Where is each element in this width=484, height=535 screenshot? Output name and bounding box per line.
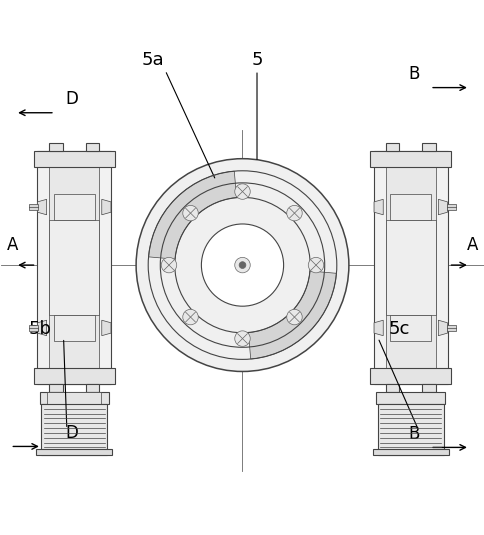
Bar bbox=[390, 194, 430, 220]
Polygon shape bbox=[438, 200, 447, 215]
Bar bbox=[49, 384, 62, 392]
Bar bbox=[377, 404, 443, 455]
Polygon shape bbox=[37, 320, 46, 335]
Bar bbox=[54, 194, 94, 220]
Bar bbox=[47, 392, 101, 404]
Circle shape bbox=[239, 262, 245, 269]
Bar bbox=[376, 392, 444, 404]
Text: 5a: 5a bbox=[141, 51, 164, 69]
Polygon shape bbox=[438, 320, 447, 335]
Text: A: A bbox=[7, 236, 18, 255]
Circle shape bbox=[308, 257, 323, 273]
Bar bbox=[86, 143, 99, 151]
Bar bbox=[33, 151, 115, 167]
Bar bbox=[446, 325, 455, 331]
Bar bbox=[369, 368, 451, 384]
Bar bbox=[49, 151, 99, 384]
Text: 5c: 5c bbox=[388, 319, 409, 338]
Text: D: D bbox=[66, 424, 78, 441]
Circle shape bbox=[286, 205, 302, 221]
Circle shape bbox=[234, 257, 250, 273]
Text: B: B bbox=[408, 65, 419, 83]
Bar bbox=[369, 151, 451, 167]
Bar bbox=[372, 449, 448, 455]
Bar bbox=[422, 384, 435, 392]
Text: A: A bbox=[466, 236, 477, 255]
Bar bbox=[385, 384, 398, 392]
Circle shape bbox=[182, 205, 198, 221]
Bar bbox=[49, 143, 62, 151]
Text: 5: 5 bbox=[251, 51, 262, 69]
Bar bbox=[37, 151, 111, 384]
Circle shape bbox=[201, 224, 283, 306]
Text: D: D bbox=[66, 90, 78, 108]
Circle shape bbox=[136, 159, 348, 371]
Circle shape bbox=[286, 309, 302, 325]
Bar bbox=[373, 151, 447, 384]
Bar bbox=[86, 384, 99, 392]
Text: B: B bbox=[408, 425, 419, 442]
Polygon shape bbox=[373, 200, 382, 215]
Polygon shape bbox=[102, 200, 111, 215]
Bar bbox=[422, 143, 435, 151]
Text: 5b: 5b bbox=[29, 319, 52, 338]
Bar bbox=[29, 204, 38, 210]
Polygon shape bbox=[148, 171, 236, 259]
Circle shape bbox=[182, 309, 198, 325]
Bar bbox=[446, 204, 455, 210]
Circle shape bbox=[234, 184, 250, 200]
Bar bbox=[40, 392, 108, 404]
Polygon shape bbox=[37, 200, 46, 215]
Bar bbox=[385, 220, 435, 315]
Bar bbox=[385, 143, 398, 151]
Bar bbox=[41, 404, 107, 455]
Bar bbox=[390, 315, 430, 341]
Bar bbox=[36, 449, 112, 455]
Polygon shape bbox=[102, 320, 111, 335]
Circle shape bbox=[234, 331, 250, 346]
Polygon shape bbox=[373, 320, 382, 335]
Bar bbox=[33, 368, 115, 384]
Bar bbox=[49, 220, 99, 315]
Bar bbox=[29, 325, 38, 331]
Bar bbox=[385, 151, 435, 384]
Circle shape bbox=[161, 257, 176, 273]
Polygon shape bbox=[248, 271, 336, 359]
Bar bbox=[54, 315, 94, 341]
